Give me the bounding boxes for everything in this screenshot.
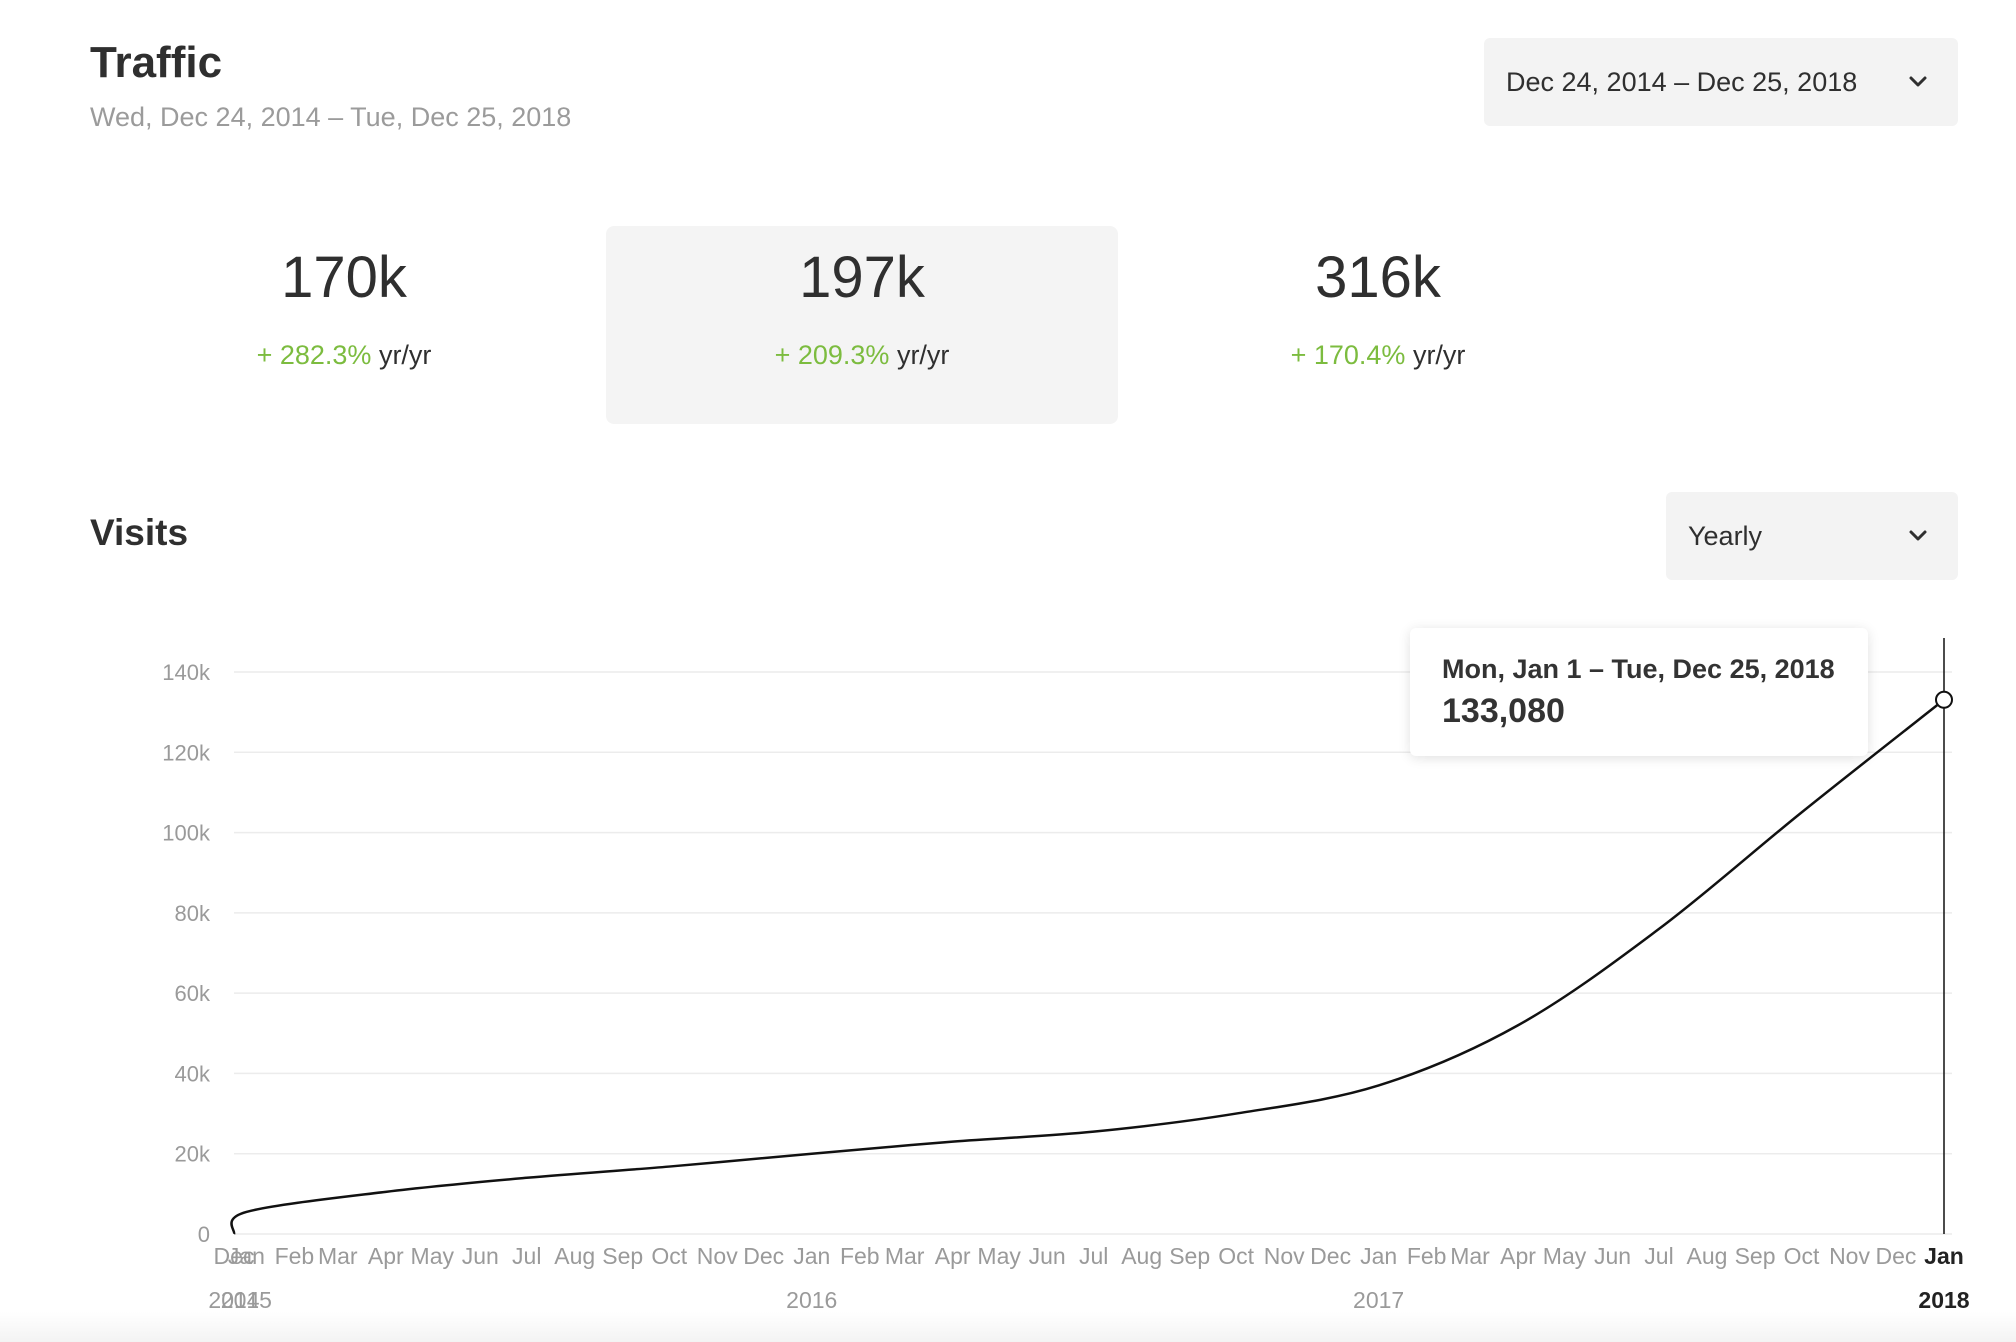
x-tick-label: Apr — [368, 1243, 404, 1269]
x-tick-label: Aug — [1687, 1243, 1728, 1269]
x-year-label: 2014 — [208, 1287, 259, 1313]
x-tick-label: Sep — [1735, 1243, 1776, 1269]
x-tick-label: Feb — [840, 1243, 880, 1269]
x-tick-label: Mar — [318, 1243, 358, 1269]
y-tick-label: 140k — [162, 660, 211, 685]
x-year-label: 2015 — [221, 1287, 272, 1313]
stat-value: 316k — [1315, 245, 1441, 310]
tooltip-value: 133,080 — [1442, 692, 1565, 730]
stat-change-unit: yr/yr — [378, 340, 432, 370]
stat-change: + 209.3% yr/yr — [606, 340, 1118, 371]
hover-point — [1935, 690, 1953, 709]
x-tick-label: Jul — [512, 1243, 541, 1269]
x-tick-label: Apr — [935, 1243, 971, 1269]
visits-title: Visits — [90, 512, 189, 553]
y-tick-label: 0 — [198, 1222, 210, 1247]
x-tick-label: Apr — [1500, 1243, 1536, 1269]
tooltip-date-range: Mon, Jan 1 – Tue, Dec 25, 2018 — [1442, 654, 1835, 684]
y-tick-label: 40k — [175, 1061, 211, 1086]
x-tick-label: Jul — [1644, 1243, 1673, 1269]
stat-value: 197k — [799, 245, 925, 310]
period-dropdown-label: Yearly — [1688, 520, 1763, 551]
stat-change-percent: + 170.4% — [1290, 340, 1406, 370]
x-tick-label: May — [977, 1243, 1021, 1269]
x-tick-label: Nov — [697, 1243, 738, 1269]
x-tick-label: Mar — [885, 1243, 925, 1269]
x-tick-label: Jun — [462, 1243, 499, 1269]
y-tick-label: 80k — [175, 901, 211, 926]
x-year-label: 2017 — [1353, 1287, 1404, 1313]
x-tick-label: Nov — [1264, 1243, 1305, 1269]
x-tick-label: Feb — [275, 1243, 315, 1269]
y-tick-label: 20k — [175, 1142, 211, 1167]
x-tick-label: Dec — [743, 1243, 784, 1269]
x-tick-label: Dec — [214, 1243, 255, 1269]
stat-value: 170k — [281, 245, 407, 310]
x-tick-label: Oct — [1784, 1243, 1820, 1269]
x-tick-label: Aug — [1121, 1243, 1162, 1269]
y-tick-label: 120k — [162, 740, 211, 765]
y-tick-label: 100k — [162, 821, 211, 846]
x-tick-label: Feb — [1407, 1243, 1447, 1269]
stat-card-3[interactable]: 316k + 170.4% yr/yr — [1122, 226, 1634, 424]
x-tick-label: Jan — [1360, 1243, 1397, 1269]
date-range-dropdown-label: Dec 24, 2014 – Dec 25, 2018 — [1506, 66, 1858, 97]
chart-gridlines — [234, 671, 1952, 1235]
chart-tooltip: Mon, Jan 1 – Tue, Dec 25, 2018 133,080 — [1410, 628, 1868, 756]
x-tick-label: Sep — [1169, 1243, 1210, 1269]
page-title: Traffic — [90, 38, 223, 87]
x-tick-label: Mar — [1450, 1243, 1490, 1269]
y-tick-label: 60k — [175, 981, 211, 1006]
stat-change-unit: yr/yr — [896, 340, 950, 370]
chevron-down-icon — [1909, 76, 1927, 87]
x-tick-label: Jan — [1924, 1243, 1964, 1269]
x-tick-label: Jun — [1029, 1243, 1066, 1269]
chart-series — [230, 638, 1953, 1235]
stat-change-unit: yr/yr — [1412, 340, 1466, 370]
stat-change-percent: + 209.3% — [774, 340, 890, 370]
x-tick-label: Dec — [1310, 1243, 1351, 1269]
stat-card-2[interactable]: 197k + 209.3% yr/yr — [606, 226, 1118, 424]
period-dropdown[interactable]: Yearly — [1666, 492, 1958, 580]
x-tick-label: Sep — [602, 1243, 643, 1269]
x-tick-label: Jul — [1079, 1243, 1108, 1269]
date-range-dropdown[interactable]: Dec 24, 2014 – Dec 25, 2018 — [1484, 38, 1958, 126]
stat-card-1[interactable]: 170k + 282.3% yr/yr — [88, 226, 600, 424]
chart-y-axis: 0 20k 40k 60k 80k 100k 120k 140k — [162, 660, 211, 1247]
series-line — [230, 698, 1945, 1235]
chevron-down-icon — [1909, 530, 1927, 541]
x-tick-label: May — [411, 1243, 455, 1269]
date-range-subtitle: Wed, Dec 24, 2014 – Tue, Dec 25, 2018 — [90, 102, 572, 132]
x-tick-label: Jan — [793, 1243, 830, 1269]
x-tick-label: Oct — [1218, 1243, 1254, 1269]
stat-change: + 170.4% yr/yr — [1122, 340, 1634, 371]
x-tick-label: Aug — [554, 1243, 595, 1269]
x-tick-label: Jan — [228, 1243, 265, 1269]
stat-change: + 282.3% yr/yr — [88, 340, 600, 371]
bottom-divider — [0, 1312, 2016, 1342]
x-tick-label: May — [1543, 1243, 1587, 1269]
x-tick-label: Jun — [1594, 1243, 1631, 1269]
x-year-label: 2018 — [1918, 1287, 1969, 1313]
stat-change-percent: + 282.3% — [256, 340, 372, 370]
x-tick-label: Oct — [651, 1243, 687, 1269]
x-tick-label: Dec — [1876, 1243, 1917, 1269]
x-tick-label: Nov — [1829, 1243, 1870, 1269]
x-year-label: 2016 — [786, 1287, 837, 1313]
